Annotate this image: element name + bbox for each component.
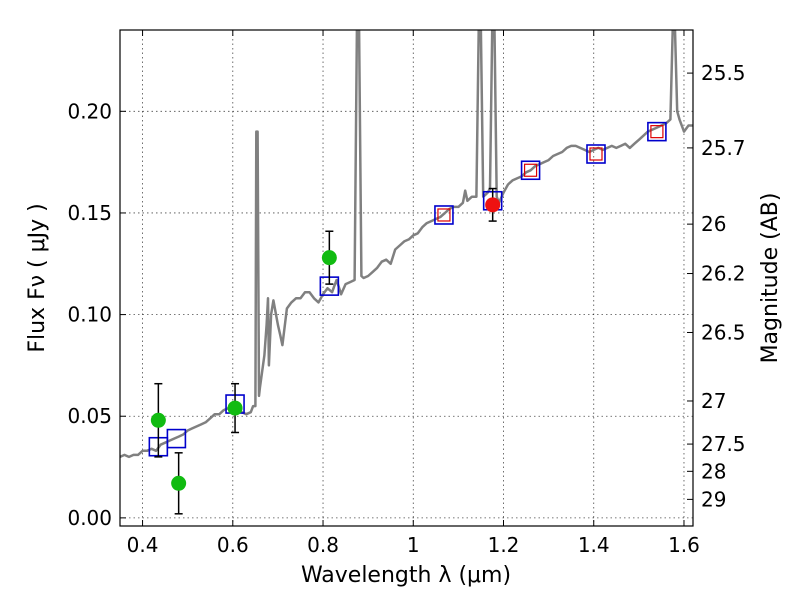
y-axis-label-right: Magnitude (AB) — [758, 193, 783, 364]
y-tick-label: 0.15 — [67, 201, 112, 225]
x-tick-label: 1.4 — [578, 533, 610, 557]
plot-area — [120, 30, 693, 515]
y-axis-label: Flux Fν ( μJy ) — [25, 203, 50, 352]
right-tick-label: 25.7 — [701, 136, 746, 160]
grid — [120, 30, 693, 526]
plot-frame — [119, 29, 694, 527]
y-tick-label: 0.05 — [67, 404, 112, 428]
right-tick-label: 26.2 — [701, 262, 746, 286]
x-tick-label: 1.2 — [488, 533, 520, 557]
model-photometry-square — [434, 205, 454, 225]
observed-point — [150, 412, 166, 428]
model-photometry-square — [520, 160, 541, 181]
x-tick-label: 0.6 — [217, 533, 249, 557]
right-tick-label: 29 — [701, 487, 726, 511]
y-tick-label: 0.10 — [67, 303, 112, 327]
model-spectrum-line — [120, 30, 693, 459]
right-tick-label: 27.5 — [701, 432, 746, 456]
x-tick-label: 1 — [407, 533, 420, 557]
model-photometry-inner-square — [437, 208, 451, 222]
x-tick-label: 0.4 — [127, 533, 159, 557]
right-tick-label: 25.5 — [701, 61, 746, 85]
x-tick-label: 1.6 — [668, 533, 700, 557]
y-tick-label: 0.00 — [67, 506, 112, 530]
x-tick-label: 0.8 — [307, 533, 339, 557]
right-tick-label: 27 — [701, 389, 726, 413]
right-tick-label: 26.5 — [701, 320, 746, 344]
right-tick-label: 28 — [701, 459, 726, 483]
observed-point — [227, 400, 243, 416]
x-axis-label: Wavelength λ (μm) — [301, 563, 511, 588]
observed-point — [321, 250, 337, 266]
model-photometry-inner-square — [589, 147, 603, 161]
model-photometry-square — [586, 144, 606, 164]
model-photometry-inner-square — [523, 163, 538, 177]
model-photometry-inner-square — [650, 125, 664, 139]
model-photometry-square — [166, 428, 187, 449]
y-tick-label: 0.20 — [67, 99, 112, 123]
observed-point — [171, 475, 187, 491]
axes: 0.4 0.6 0.8 1 1.2 1.4 1.6 0.00 0.05 0.10 0.15 0.20 2… — [67, 30, 746, 557]
right-tick-label: 26 — [701, 212, 726, 236]
model-photometry-square — [647, 121, 667, 142]
observed-point — [485, 197, 501, 213]
